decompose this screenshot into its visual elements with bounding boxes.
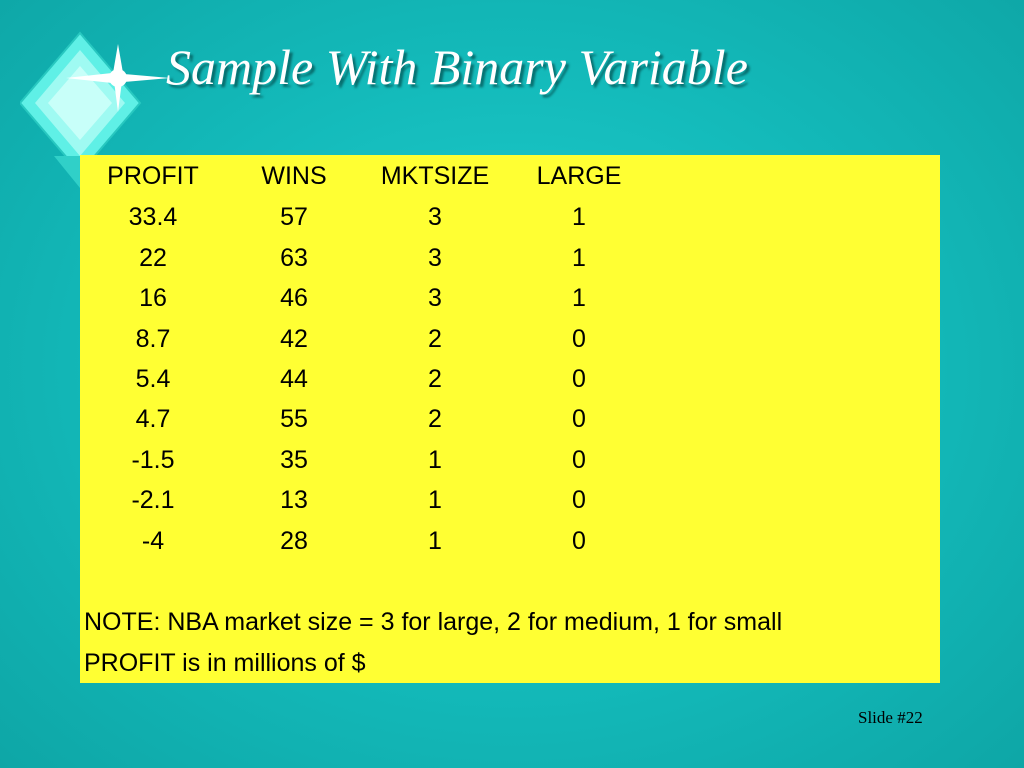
- table-note-market-size: NOTE: NBA market size = 3 for large, 2 f…: [84, 608, 783, 636]
- table-cell: 22: [139, 244, 167, 272]
- table-cell: 8.7: [135, 325, 171, 353]
- column-header-mktsize: MKTSIZE: [380, 162, 490, 190]
- slide-title: Sample With Binary Variable: [166, 39, 748, 95]
- table-cell: 2: [428, 325, 442, 353]
- data-table: PROFIT WINS MKTSIZE LARGE 33.4 57 3 1 22…: [80, 155, 940, 683]
- column-header-large: LARGE: [536, 162, 622, 190]
- table-cell: -2.1: [131, 486, 175, 514]
- table-cell: 57: [280, 203, 308, 231]
- table-cell: -1.5: [131, 446, 175, 474]
- table-cell: 0: [572, 325, 586, 353]
- table-cell: 63: [280, 244, 308, 272]
- table-cell: 0: [572, 405, 586, 433]
- table-cell: 16: [139, 284, 167, 312]
- table-cell: 1: [572, 244, 586, 272]
- slide-number: Slide #22: [858, 708, 923, 727]
- table-cell: 2: [428, 405, 442, 433]
- table-note-profit-units: PROFIT is in millions of $: [84, 649, 366, 677]
- table-cell: -4: [141, 527, 165, 555]
- table-cell: 13: [280, 486, 308, 514]
- table-cell: 1: [428, 486, 442, 514]
- table-cell: 28: [280, 527, 308, 555]
- table-cell: 0: [572, 365, 586, 393]
- table-cell: 0: [572, 527, 586, 555]
- table-cell: 46: [280, 284, 308, 312]
- table-cell: 2: [428, 365, 442, 393]
- table-cell: 55: [280, 405, 308, 433]
- table-cell: 3: [428, 244, 442, 272]
- column-header-profit: PROFIT: [107, 162, 199, 190]
- table-cell: 3: [428, 203, 442, 231]
- table-cell: 35: [280, 446, 308, 474]
- table-cell: 1: [428, 527, 442, 555]
- table-cell: 0: [572, 446, 586, 474]
- table-cell: 44: [280, 365, 308, 393]
- diamond-sparkle-icon: [20, 31, 170, 188]
- table-cell: 3: [428, 284, 442, 312]
- table-cell: 33.4: [128, 203, 178, 231]
- table-cell: 1: [572, 203, 586, 231]
- table-cell: 1: [428, 446, 442, 474]
- table-cell: 0: [572, 486, 586, 514]
- table-cell: 5.4: [135, 365, 171, 393]
- column-header-wins: WINS: [261, 162, 327, 190]
- table-cell: 4.7: [135, 405, 171, 433]
- table-cell: 42: [280, 325, 308, 353]
- table-cell: 1: [572, 284, 586, 312]
